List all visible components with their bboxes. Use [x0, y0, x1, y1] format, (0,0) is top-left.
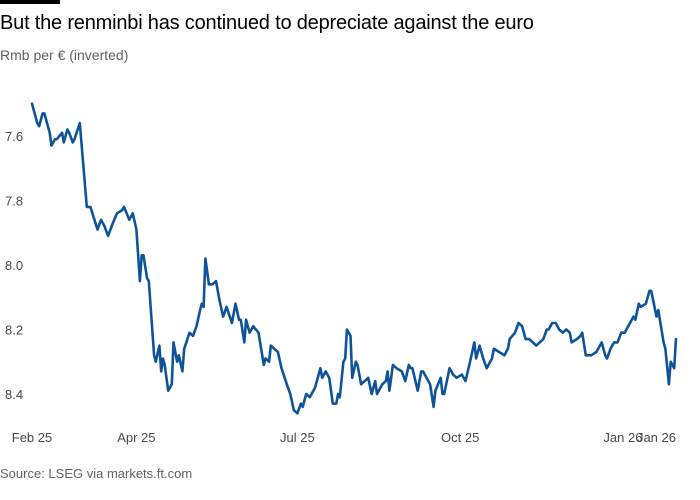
y-tick-label: 8.4	[5, 387, 23, 402]
chart-title: But the renminbi has continued to deprec…	[0, 12, 534, 34]
x-tick-label: Feb 25	[12, 430, 52, 445]
x-tick-label: Oct 25	[441, 430, 479, 445]
y-tick-label: 8.0	[5, 258, 23, 273]
brand-top-bar	[0, 0, 60, 4]
x-tick-label: Jul 25	[280, 430, 315, 445]
y-tick-label: 8.2	[5, 322, 23, 337]
x-tick-label: Apr 25	[117, 430, 155, 445]
source-note: Source: LSEG via markets.ft.com	[0, 466, 193, 481]
x-tick-label: Jan 26	[603, 430, 642, 445]
y-tick-label: 7.8	[5, 193, 23, 208]
y-tick-label: 7.6	[5, 129, 23, 144]
series-line	[30, 102, 678, 415]
x-tick-label: Jan 26	[637, 430, 676, 445]
chart-subtitle: Rmb per € (inverted)	[0, 47, 129, 63]
y-axis: 7.6 7.8 8.0 8.2 8.4	[5, 129, 23, 402]
